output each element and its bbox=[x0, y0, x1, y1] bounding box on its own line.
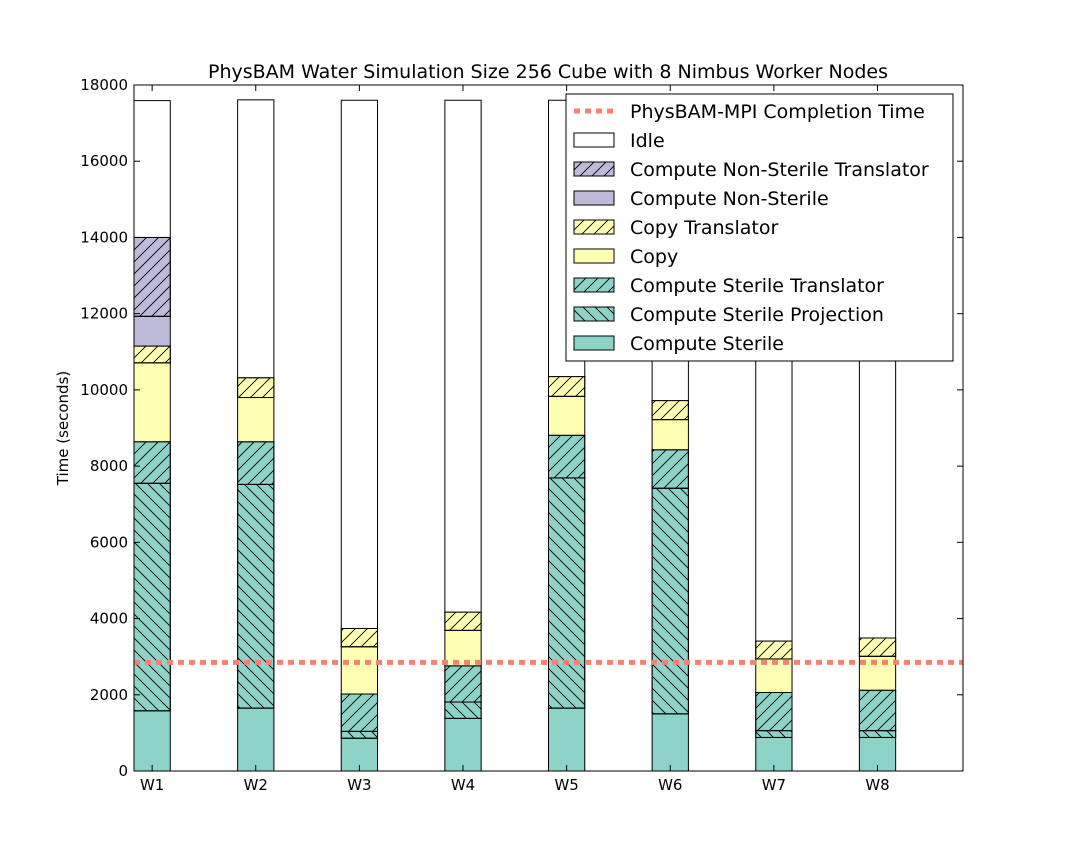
x-tick-label-w6: W6 bbox=[658, 776, 682, 794]
x-tick-label-w4: W4 bbox=[451, 776, 475, 794]
x-tick-label-w1: W1 bbox=[140, 776, 164, 794]
y-tick-label: 4000 bbox=[90, 610, 128, 628]
bar-hatch-w8-copy-translator bbox=[858, 637, 897, 657]
bar-w4-compute-sterile bbox=[444, 717, 482, 772]
bar-hatch-w7-copy-translator bbox=[755, 640, 793, 660]
y-tick-label: 6000 bbox=[90, 533, 128, 551]
bar-hatch-w4-compute-sterile-projection bbox=[444, 701, 482, 719]
legend-swatch-compute-sterile bbox=[573, 335, 615, 351]
bar-hatch-w2-copy-translator bbox=[237, 377, 275, 399]
bar-w6-copy bbox=[651, 419, 689, 451]
chart-title: PhysBAM Water Simulation Size 256 Cube w… bbox=[208, 61, 888, 83]
x-tick-label-w5: W5 bbox=[554, 776, 578, 794]
legend-label-copy: Copy bbox=[630, 246, 678, 268]
bar-w5-copy bbox=[548, 395, 586, 436]
y-tick-label: 16000 bbox=[80, 152, 128, 170]
y-tick-label: 2000 bbox=[90, 686, 128, 704]
bar-hatch-w6-copy-translator bbox=[651, 400, 689, 421]
bar-hatch-w8-compute-sterile-translator bbox=[858, 689, 897, 732]
bar-hatch-w3-compute-sterile-translator bbox=[340, 693, 379, 732]
legend-swatch-hatch-compute-sterile-projection bbox=[573, 306, 615, 322]
bar-hatch-w5-compute-sterile-projection bbox=[548, 477, 586, 709]
bar-hatch-w6-compute-sterile-projection bbox=[651, 487, 689, 715]
bar-hatch-w1-compute-non-sterile-translator bbox=[133, 236, 171, 317]
bar-w1-copy bbox=[133, 362, 171, 443]
y-axis-label: Time (seconds) bbox=[54, 371, 72, 487]
x-tick-label-w3: W3 bbox=[347, 776, 371, 794]
y-tick-label: 12000 bbox=[80, 305, 128, 323]
plot-frame bbox=[133, 84, 964, 772]
legend-label-idle: Idle bbox=[630, 130, 665, 152]
legend-label-compute-sterile: Compute Sterile bbox=[630, 333, 784, 355]
legend-swatch-hatch-compute-non-sterile-translator bbox=[573, 161, 615, 177]
x-tick-label-w2: W2 bbox=[244, 776, 268, 794]
y-tick-label: 8000 bbox=[90, 457, 128, 475]
legend-swatch-hatch-copy-translator bbox=[573, 219, 615, 235]
bar-w2-copy bbox=[237, 397, 275, 443]
bar-hatch-w7-compute-sterile-projection bbox=[755, 730, 793, 738]
bar-hatch-w6-compute-sterile-translator bbox=[651, 449, 689, 489]
legend-box bbox=[565, 93, 954, 362]
bar-hatch-w4-compute-sterile-translator bbox=[444, 665, 482, 703]
legend-swatch-compute-non-sterile bbox=[573, 190, 615, 206]
bar-hatch-w1-compute-sterile-translator bbox=[133, 441, 171, 484]
bar-w2-idle bbox=[237, 99, 275, 379]
legend-swatch-idle bbox=[573, 132, 615, 148]
bar-w6-compute-sterile bbox=[651, 713, 689, 772]
y-tick-label: 14000 bbox=[80, 228, 128, 246]
legend: PhysBAM-MPI Completion Time Idle Compute N… bbox=[565, 93, 954, 362]
legend-label-physbam-mpi-completion-time: PhysBAM-MPI Completion Time bbox=[630, 101, 925, 123]
bar-hatch-w2-compute-sterile-translator bbox=[237, 441, 275, 485]
bar-hatch-w3-compute-sterile-projection bbox=[340, 730, 379, 739]
bar-hatch-w2-compute-sterile-projection bbox=[237, 483, 275, 709]
bar-hatch-w3-copy-translator bbox=[340, 627, 379, 648]
bar-hatch-w4-copy-translator bbox=[444, 611, 482, 631]
bar-hatch-w1-compute-sterile-projection bbox=[133, 482, 171, 712]
legend-swatch-hatch-compute-sterile-translator bbox=[573, 277, 615, 293]
bar-hatch-w7-compute-sterile-translator bbox=[755, 691, 793, 732]
bar-w3-copy bbox=[340, 646, 379, 695]
legend-swatch-copy bbox=[573, 248, 615, 264]
bar-w2-compute-sterile bbox=[237, 707, 275, 772]
y-tick-label: 18000 bbox=[80, 76, 128, 94]
bar-w1-compute-non-sterile bbox=[133, 315, 171, 347]
x-tick-label-w7: W7 bbox=[762, 776, 786, 794]
y-tick-label: 0 bbox=[118, 762, 128, 780]
y-tick-label: 10000 bbox=[80, 381, 128, 399]
bar-w1-compute-sterile bbox=[133, 710, 171, 772]
bar-w5-compute-sterile bbox=[548, 707, 586, 772]
legend-label-compute-sterile-projection: Compute Sterile Projection bbox=[630, 304, 884, 326]
legend-label-compute-non-sterile: Compute Non-Sterile bbox=[630, 188, 829, 210]
bar-hatch-w1-copy-translator bbox=[133, 345, 171, 364]
bar-hatch-w5-copy-translator bbox=[548, 376, 586, 397]
x-tick-label-w8: W8 bbox=[865, 776, 889, 794]
legend-label-compute-non-sterile-translator: Compute Non-Sterile Translator bbox=[630, 159, 929, 181]
bar-w3-idle bbox=[340, 99, 379, 629]
axes: 0 2000 4000 6000 8000 10000 12000 14000 16000 180… bbox=[80, 76, 964, 794]
bar-w4-idle bbox=[444, 99, 482, 613]
legend-label-copy-translator: Copy Translator bbox=[630, 217, 778, 239]
bar-hatch-w8-compute-sterile-projection bbox=[858, 730, 897, 738]
bar-w1-idle bbox=[133, 100, 171, 238]
bar-hatch-w5-compute-sterile-translator bbox=[548, 434, 586, 479]
legend-label-compute-sterile-translator: Compute Sterile Translator bbox=[630, 275, 884, 297]
